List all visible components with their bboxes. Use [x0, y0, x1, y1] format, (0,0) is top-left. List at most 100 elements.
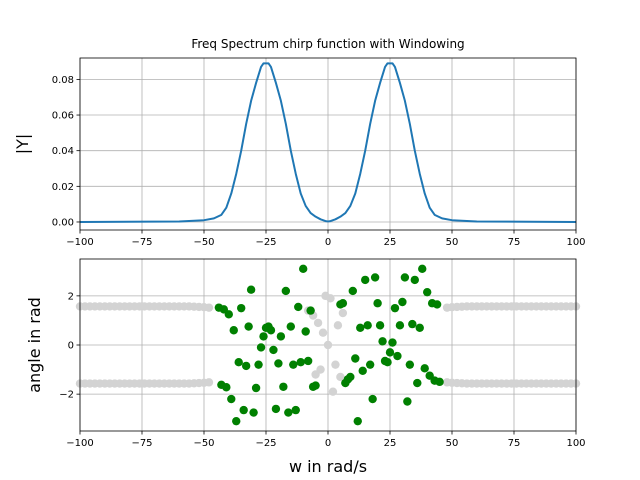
phase-point	[239, 405, 248, 415]
x-tick-label: −100	[66, 237, 93, 248]
x-tick-label: 50	[446, 438, 459, 449]
x-tick-label: −50	[193, 237, 214, 248]
phase-point	[408, 319, 417, 329]
phase-point	[353, 416, 362, 426]
phase-point	[279, 382, 288, 391]
phase-point	[338, 308, 348, 318]
phase-point	[244, 322, 253, 331]
phase-point	[296, 358, 305, 367]
phase-point	[346, 372, 355, 382]
x-tick-label: 100	[566, 237, 585, 248]
x-tick-label: 25	[384, 237, 397, 248]
x-tick-label: 0	[325, 438, 331, 449]
phase-point	[246, 285, 256, 294]
phase-point	[291, 405, 300, 415]
phase-point	[432, 300, 442, 309]
phase-point	[378, 337, 387, 346]
phase-point	[333, 321, 343, 330]
phase-point	[237, 303, 246, 313]
phase-point	[361, 275, 370, 285]
phase-point	[328, 387, 338, 396]
spectrum-ylabel: |Y|	[13, 134, 32, 155]
phase-point	[418, 264, 427, 274]
phase-point	[393, 351, 402, 361]
phase-point	[356, 323, 365, 332]
x-tick-label: −100	[66, 438, 93, 449]
phase-point	[413, 378, 422, 388]
phase-point	[227, 394, 236, 404]
phase-point	[241, 361, 251, 371]
spectrum-title: Freq Spectrum chirp function with Window…	[191, 37, 464, 51]
x-tick-label: 25	[384, 438, 397, 449]
x-tick-label: −75	[131, 237, 152, 248]
phase-point	[420, 364, 429, 373]
y-tick-label: 2	[68, 291, 74, 302]
phase-point	[403, 397, 412, 406]
phase-point	[313, 318, 323, 328]
phase-point	[405, 360, 415, 369]
x-tick-label: −75	[131, 438, 152, 449]
x-tick-label: 75	[508, 237, 521, 248]
phase-point	[259, 332, 268, 341]
phase-point	[415, 323, 424, 332]
phase-point	[306, 306, 315, 315]
phase-point	[331, 360, 340, 369]
phase-point	[368, 394, 377, 404]
y-tick-label: 0.06	[52, 111, 74, 122]
phase-point	[311, 381, 320, 390]
phase-xlabel: w in rad/s	[289, 457, 367, 476]
phase-point	[222, 383, 231, 392]
phase-point	[338, 299, 348, 308]
x-tick-label: 50	[446, 237, 459, 248]
phase-point	[249, 408, 258, 417]
phase-ylabel: angle in rad	[25, 297, 44, 393]
x-tick-label: 0	[325, 237, 331, 248]
phase-point	[274, 359, 283, 368]
phase-point	[370, 273, 380, 282]
x-tick-label: −50	[193, 438, 214, 449]
phase-point	[365, 360, 375, 369]
phase-point	[204, 303, 214, 312]
phase-point	[271, 404, 281, 414]
spectrum-line	[79, 62, 577, 223]
phase-point	[348, 286, 357, 296]
y-tick-label: 0.00	[52, 217, 74, 228]
phase-point	[395, 321, 405, 330]
phase-point	[281, 286, 291, 296]
phase-point	[326, 294, 335, 303]
phase-point	[276, 332, 286, 341]
phase-point	[299, 264, 308, 274]
phase-point	[316, 365, 325, 374]
phase-point	[323, 340, 333, 350]
spectrum-series	[79, 62, 577, 223]
y-tick-label: −2	[59, 390, 74, 401]
phase-point	[351, 354, 360, 363]
phase-ticks: −100 −75 −50 −25 0 25 50 75 100 −2 0 2	[59, 291, 585, 449]
phase-point	[289, 360, 298, 369]
phase-point	[373, 299, 382, 308]
phase-axes: −100 −75 −50 −25 0 25 50 75 100 −2 0 2 w in rad/s a…	[25, 258, 586, 476]
phase-point	[251, 383, 261, 393]
x-tick-label: 75	[508, 438, 521, 449]
phase-point	[269, 345, 278, 355]
y-tick-label: 0.08	[52, 75, 74, 86]
phase-point	[388, 338, 397, 347]
phase-point	[400, 273, 410, 282]
x-tick-label: 100	[566, 438, 585, 449]
x-tick-label: −25	[255, 438, 276, 449]
phase-point	[301, 327, 310, 336]
phase-point	[385, 348, 395, 357]
y-tick-label: 0	[68, 341, 74, 352]
spectrum-ticks: −100 −75 −50 −25 0 25 50 75 100 0.00 0.02 0.04 0.06 0…	[52, 75, 586, 248]
phase-point	[358, 366, 367, 375]
phase-point	[390, 303, 400, 313]
phase-point	[363, 321, 372, 330]
phase-point	[266, 326, 276, 335]
phase-point	[229, 326, 238, 335]
phase-point	[224, 310, 233, 319]
phase-point	[336, 372, 345, 382]
phase-point	[284, 408, 293, 417]
phase-point	[232, 416, 241, 426]
